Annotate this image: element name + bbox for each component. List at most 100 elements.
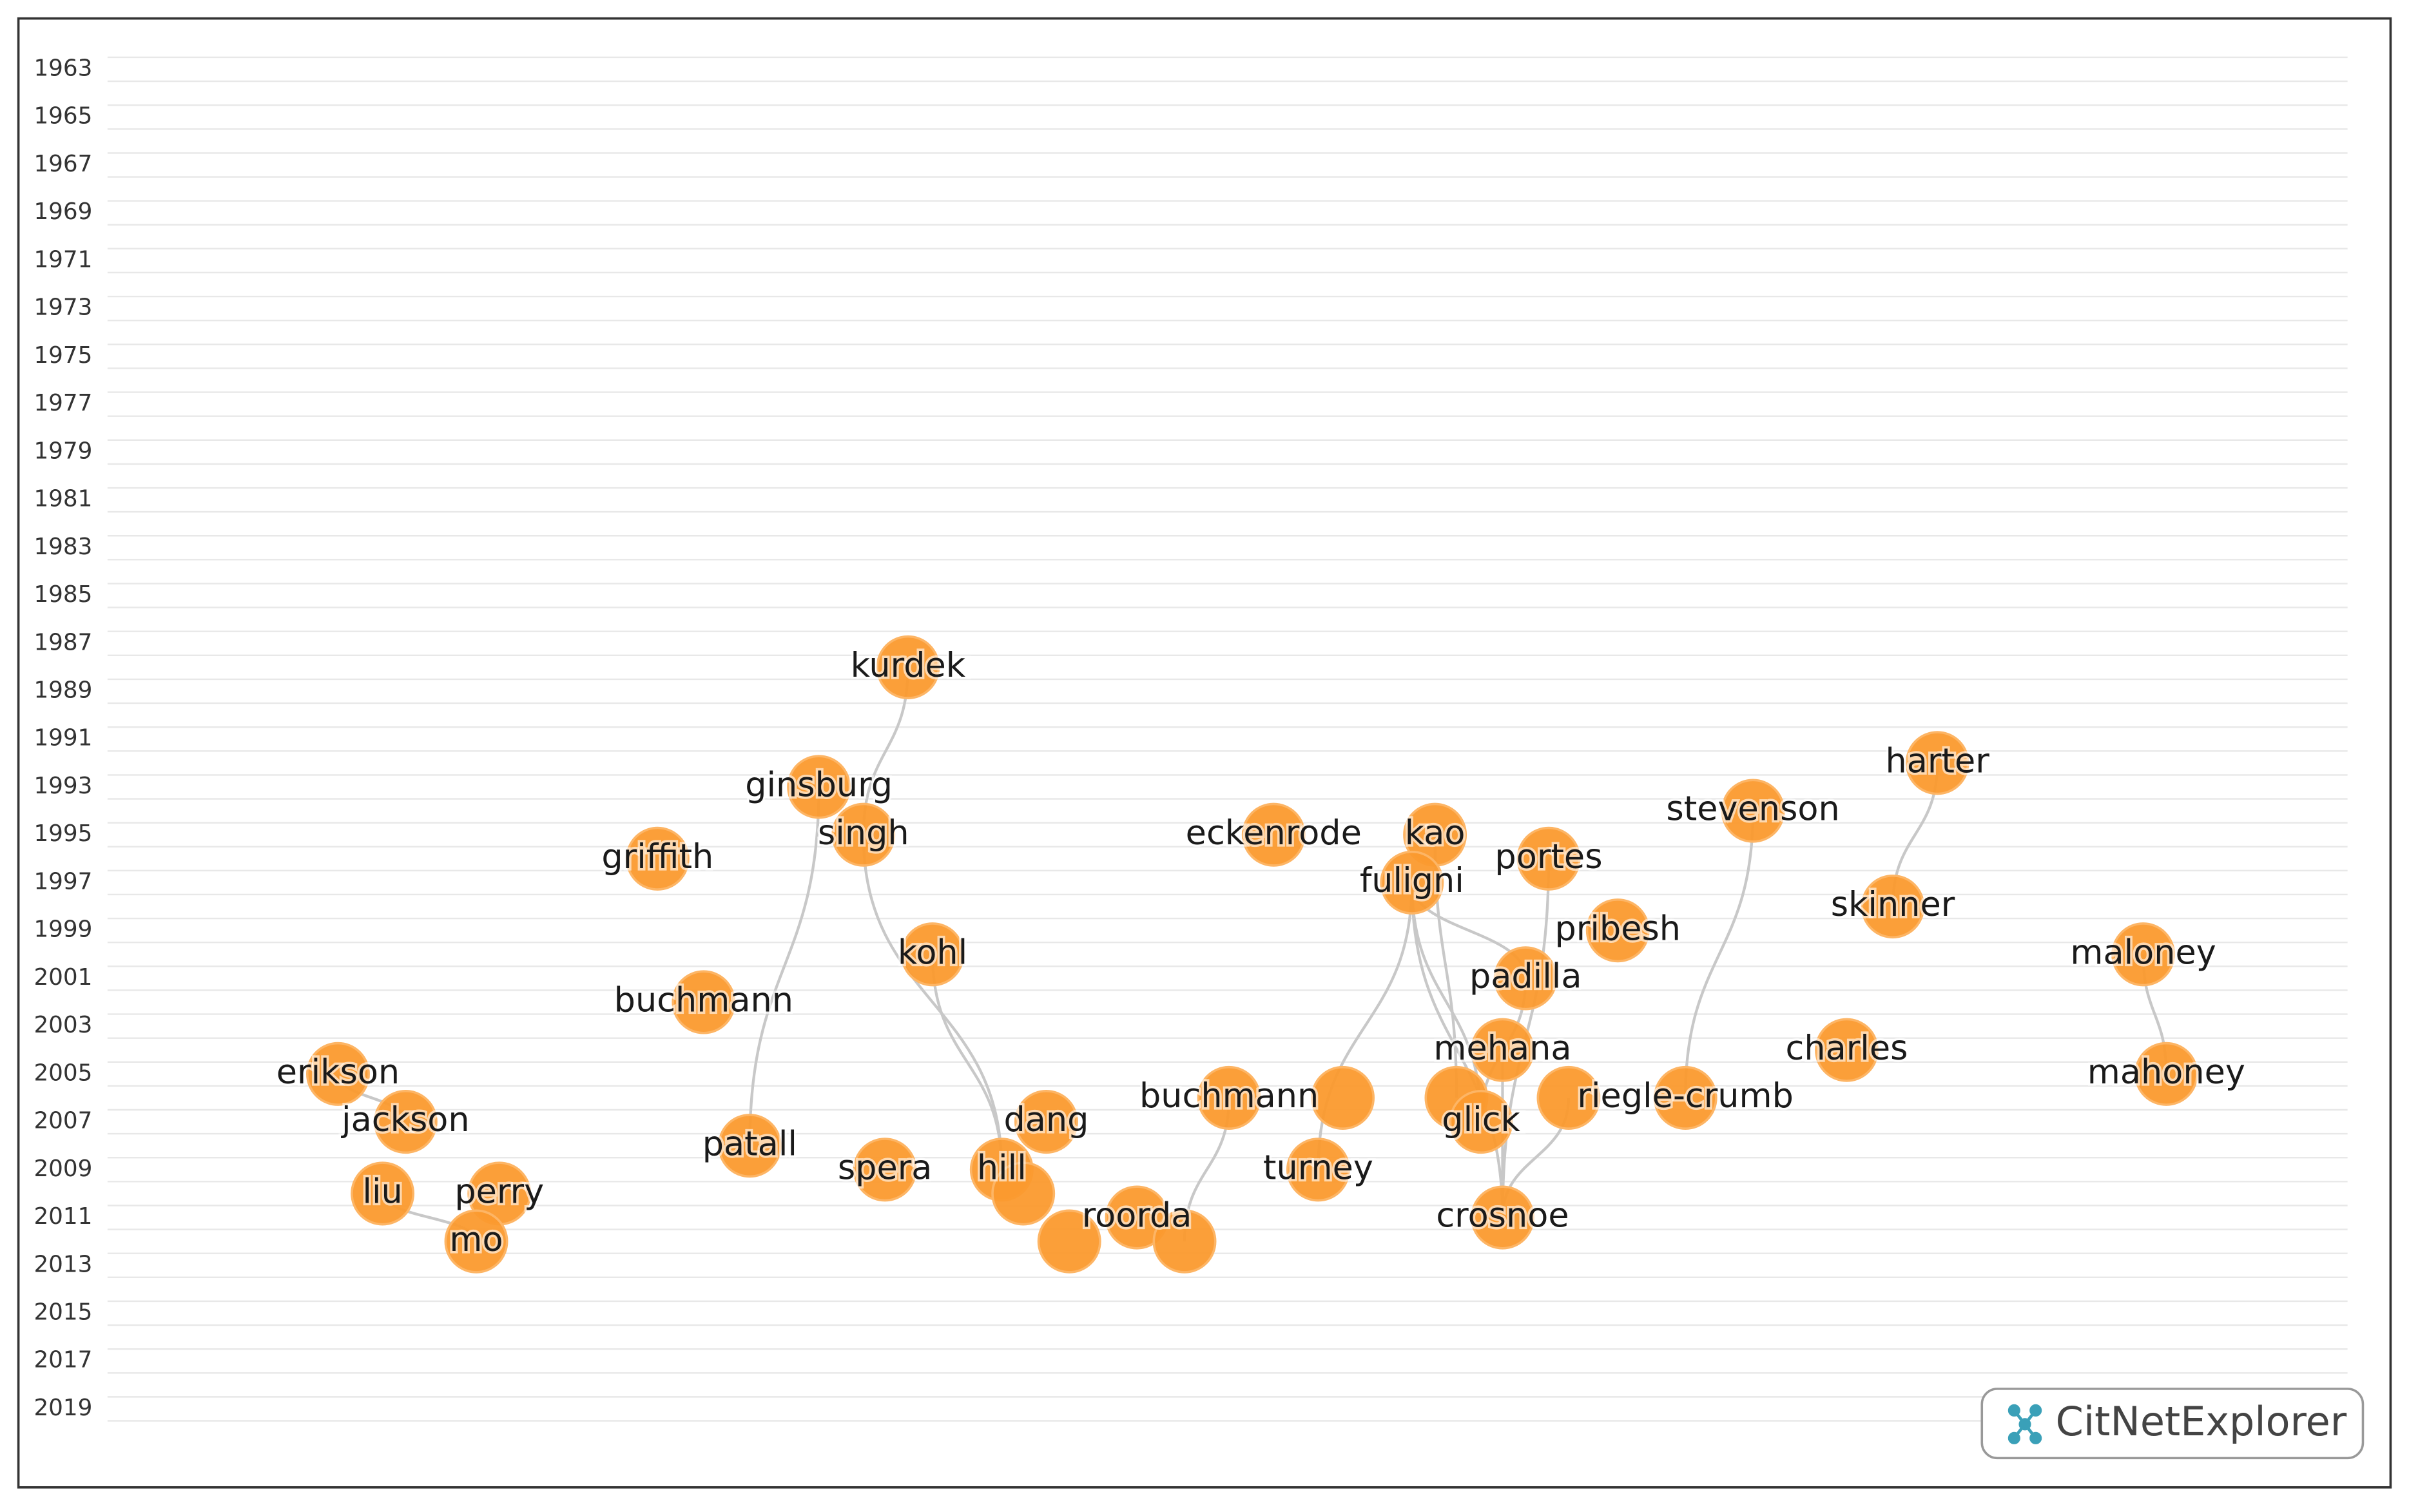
node-label: kurdek [851,646,966,685]
node-label: erikson [276,1052,400,1092]
year-label: 1963 [34,55,92,81]
node [1471,1018,1534,1082]
node [1536,1065,1601,1130]
year-label: 1971 [34,246,92,273]
node-label: jackson [341,1100,470,1139]
node-label: maloney [2070,933,2216,972]
nodes: kurdek ginsburg singh griffith kohl buchmann e… [274,635,2247,1274]
year-label: 2017 [34,1347,92,1373]
node-label: padilla [1469,956,1582,996]
node-label: hill [977,1148,1027,1187]
year-label: 2009 [34,1156,92,1182]
year-label: 1999 [34,916,92,943]
year-label: 2015 [34,1299,92,1325]
node [1493,946,1558,1011]
year-label: 2011 [34,1203,92,1230]
node-label: ginsburg [745,766,893,805]
node-label: singh [818,813,909,853]
node-label: riegle-crumb [1577,1076,1793,1116]
node [305,1042,370,1106]
year-label: 1997 [34,868,92,895]
logo-text: CitNetExplorer [2056,1398,2347,1445]
node [717,1114,782,1178]
edge [1410,882,1504,1218]
year-label: 1983 [34,534,92,560]
node [625,826,690,891]
node [1815,1018,1879,1082]
year-label: 2003 [34,1012,92,1038]
edge [748,786,820,1146]
node [876,635,940,699]
year-label: 1995 [34,820,92,847]
node-label: glick [1442,1100,1520,1139]
node [787,755,851,819]
logo-icon [2008,1404,2042,1444]
year-label: 1973 [34,295,92,321]
year-label: 1977 [34,390,92,416]
year-label: 1965 [34,103,92,130]
node [1905,731,1969,795]
node [991,1161,1056,1226]
frame [17,17,2392,1489]
node-label: crosnoe [1436,1196,1569,1236]
node [373,1089,438,1154]
year-label: 2001 [34,964,92,991]
node [1311,1065,1375,1130]
node [1037,1209,1101,1274]
node [2111,922,2176,987]
node-label: portes [1495,837,1602,877]
node [831,802,896,867]
year-label: 1979 [34,438,92,464]
node-label: mo [449,1220,503,1259]
node-label: stevenson [1666,790,1839,829]
node [672,970,736,1034]
node [351,1161,415,1226]
node-label: griffith [601,837,713,877]
node-label: fuligni [1360,861,1464,900]
node [1653,1065,1717,1130]
year-label: 1975 [34,342,92,369]
logo[interactable]: CitNetExplorer [1980,1388,2365,1460]
year-label: 1987 [34,629,92,655]
year-label: 1991 [34,725,92,751]
node-label: liu [362,1172,402,1212]
node [1241,802,1306,867]
node [1471,1185,1534,1250]
node [1380,850,1444,915]
node [1585,898,1650,963]
year-label: 1967 [34,151,92,177]
node-label: buchmann [614,981,793,1020]
year-label: 1993 [34,773,92,799]
node [1449,1089,1513,1154]
node-label: harter [1885,741,1989,780]
year-label: 2019 [34,1395,92,1421]
year-label: 1989 [34,677,92,703]
node [1516,826,1581,891]
node-label: charles [1786,1029,1908,1068]
edge [1684,811,1755,1098]
node-label: perry [454,1172,544,1212]
node [1861,874,1925,939]
node [1014,1089,1078,1154]
node [853,1138,917,1202]
logo-box[interactable] [1980,1388,2365,1460]
node [1197,1065,1261,1130]
node [1152,1209,1217,1274]
year-label: 1969 [34,199,92,225]
node [2134,1042,2198,1106]
node [1721,779,1785,843]
node-label: pribesh [1555,909,1681,948]
node-label: mahoney [2087,1052,2245,1092]
node-label: dang [1003,1100,1088,1139]
year-label: 2013 [34,1251,92,1277]
node-label: patall [702,1124,797,1163]
node-label: kao [1405,813,1466,853]
node [900,922,965,987]
edge [931,954,1003,1170]
node-label: kohl [898,933,967,972]
node-label: skinner [1831,885,1955,924]
node-label: eckenrode [1186,813,1362,853]
node [444,1209,508,1274]
